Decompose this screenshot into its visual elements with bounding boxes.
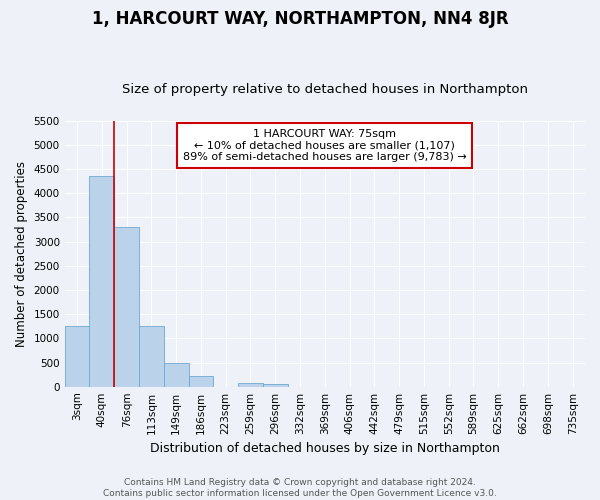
X-axis label: Distribution of detached houses by size in Northampton: Distribution of detached houses by size … [150, 442, 500, 455]
Text: Contains HM Land Registry data © Crown copyright and database right 2024.
Contai: Contains HM Land Registry data © Crown c… [103, 478, 497, 498]
Title: Size of property relative to detached houses in Northampton: Size of property relative to detached ho… [122, 83, 528, 96]
Bar [263, 384, 287, 386]
Bar [164, 364, 188, 386]
Bar [188, 376, 214, 386]
Bar [139, 326, 164, 386]
Bar [238, 384, 263, 386]
Text: 1, HARCOURT WAY, NORTHAMPTON, NN4 8JR: 1, HARCOURT WAY, NORTHAMPTON, NN4 8JR [92, 10, 508, 28]
Bar [65, 326, 89, 386]
Text: 1 HARCOURT WAY: 75sqm
← 10% of detached houses are smaller (1,107)
89% of semi-d: 1 HARCOURT WAY: 75sqm ← 10% of detached … [183, 129, 467, 162]
Bar [89, 176, 114, 386]
Y-axis label: Number of detached properties: Number of detached properties [15, 160, 28, 346]
Bar [114, 227, 139, 386]
